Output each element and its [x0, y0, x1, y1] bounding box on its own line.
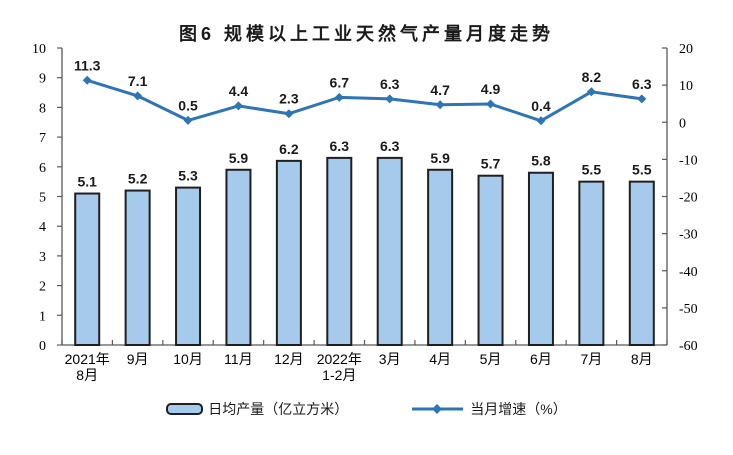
- bar-value-label: 5.9: [229, 150, 249, 166]
- line-value-label: 0.4: [531, 98, 551, 114]
- bar: [376, 156, 403, 346]
- bar-value-label: 5.3: [178, 168, 198, 184]
- line-value-label: 0.5: [178, 97, 198, 113]
- x-axis-category-label: 11月: [224, 351, 253, 367]
- bar: [527, 171, 554, 346]
- bar-series: [74, 156, 655, 346]
- bar-value-label: 6.2: [279, 141, 299, 157]
- bar-value-label: 6.3: [330, 138, 350, 154]
- bar: [175, 186, 202, 346]
- bar: [477, 174, 504, 346]
- bar: [578, 180, 605, 346]
- line-marker: [82, 75, 92, 85]
- bar-value-label: 5.5: [582, 162, 602, 178]
- x-axis-category-label: 10月: [173, 351, 203, 367]
- right-axis-tick-label: -20: [679, 191, 698, 206]
- chart-title: 图6 规模以上工业天然气产量月度走势: [178, 24, 554, 44]
- left-axis-tick-label: 1: [39, 309, 46, 324]
- line-series-swatch-icon: [412, 404, 464, 414]
- line-marker: [133, 91, 143, 101]
- left-axis-tick-label: 4: [39, 220, 46, 235]
- right-axis-tick-label: -40: [679, 265, 698, 280]
- line-value-label: 2.3: [279, 91, 299, 107]
- line-marker: [183, 115, 193, 125]
- x-axis-category-label: 9月: [127, 351, 149, 367]
- x-axis-category-label: 8月: [631, 351, 653, 367]
- axes: [57, 47, 668, 346]
- bar: [427, 168, 454, 346]
- right-axis-tick-label: -50: [679, 302, 698, 317]
- x-axis-category-label: 2021年 8月: [65, 351, 110, 383]
- left-axis-tick-label: 6: [39, 161, 46, 176]
- x-axis-category-label: 7月: [580, 351, 602, 367]
- right-axis-tick-label: 10: [679, 79, 693, 94]
- line-value-label: 8.2: [582, 69, 602, 85]
- left-axis-tick-label: 8: [39, 101, 46, 116]
- line-marker: [536, 116, 546, 126]
- line-marker: [385, 94, 395, 104]
- left-axis-tick-label: 7: [39, 131, 46, 146]
- line-marker: [637, 94, 647, 104]
- x-axis-category-label: 5月: [480, 351, 502, 367]
- legend-label-bar-series: 日均产量（亿立方米）: [208, 401, 349, 417]
- left-axis-tick-label: 2: [39, 280, 46, 295]
- x-axis-labels: 2021年 8月 9月 10月 11月 12月 2022年 1-2月 3月 4月 5月 6月 7月 8月: [65, 351, 653, 383]
- line-value-label: 4.7: [430, 82, 450, 98]
- line-marker: [586, 87, 596, 97]
- line-marker: [435, 100, 445, 110]
- right-axis-tick-label: -60: [679, 339, 698, 354]
- legend-item-bar-series: 日均产量（亿立方米）: [166, 399, 348, 419]
- bar-value-label: 5.9: [430, 150, 450, 166]
- x-axis-category-label: 3月: [379, 351, 401, 367]
- left-axis-tick-label: 5: [39, 191, 46, 206]
- combo-chart-plot: 5.1 5.2 5.3 5.9 6.2 6.3 6.3 5.9 5.7 5.8 5.5 5.5 11.3…: [32, 42, 698, 383]
- bar-value-label: 5.7: [481, 156, 501, 172]
- line-value-label: 7.1: [128, 73, 148, 89]
- line-marker: [486, 99, 496, 109]
- line-value-label: 6.3: [380, 76, 400, 92]
- bar: [326, 156, 353, 346]
- bar: [74, 192, 101, 346]
- line-path: [86, 78, 642, 123]
- x-axis-category-label: 6月: [530, 351, 552, 367]
- right-axis-tick-label: -30: [679, 228, 698, 243]
- left-axis-tick-label: 3: [39, 250, 46, 265]
- line-value-label: 11.3: [74, 57, 101, 73]
- bar: [275, 159, 302, 346]
- legend-label-line-series: 当月增速（%）: [470, 401, 567, 417]
- bar-value-label: 6.3: [380, 138, 400, 154]
- left-axis-tick-label: 10: [32, 42, 46, 57]
- bar: [225, 168, 252, 346]
- line-value-label: 4.9: [481, 81, 501, 97]
- chart-legend: 日均产量（亿立方米） 当月增速（%）: [0, 399, 733, 419]
- line-series: [82, 75, 647, 126]
- right-axis-tick-label: -10: [679, 153, 698, 168]
- right-axis-tick-label: 0: [679, 116, 686, 131]
- line-value-label: 6.7: [330, 74, 350, 90]
- x-axis-category-label: 2022年 1-2月: [317, 351, 362, 383]
- bar: [628, 180, 655, 346]
- right-axis-tick-label: 20: [679, 42, 693, 57]
- bar-value-label: 5.1: [77, 174, 97, 190]
- left-axis-tick-label: 0: [39, 339, 46, 354]
- data-labels: 5.1 5.2 5.3 5.9 6.2 6.3 6.3 5.9 5.7 5.8 5.5 5.5 11.3…: [74, 57, 652, 189]
- legend-item-line-series: 当月增速（%）: [410, 399, 567, 419]
- line-value-label: 6.3: [632, 76, 652, 92]
- bar: [124, 189, 151, 346]
- bar-series-swatch-icon: [166, 403, 204, 415]
- line-marker: [334, 92, 344, 102]
- bar-value-label: 5.8: [531, 153, 551, 169]
- x-axis-category-label: 4月: [429, 351, 451, 367]
- line-marker: [284, 109, 294, 119]
- line-marker: [233, 101, 243, 111]
- bar-value-label: 5.2: [128, 171, 148, 187]
- axis-tick-labels: 0 1 2 3 4 5 6 7 8 9 10 -60 -50 -40 -30 -20 -10 0 10 20: [32, 42, 698, 354]
- x-axis-category-label: 12月: [274, 351, 304, 367]
- bar-value-label: 5.5: [632, 162, 652, 178]
- left-axis-tick-label: 9: [39, 72, 46, 87]
- line-value-label: 4.4: [229, 83, 249, 99]
